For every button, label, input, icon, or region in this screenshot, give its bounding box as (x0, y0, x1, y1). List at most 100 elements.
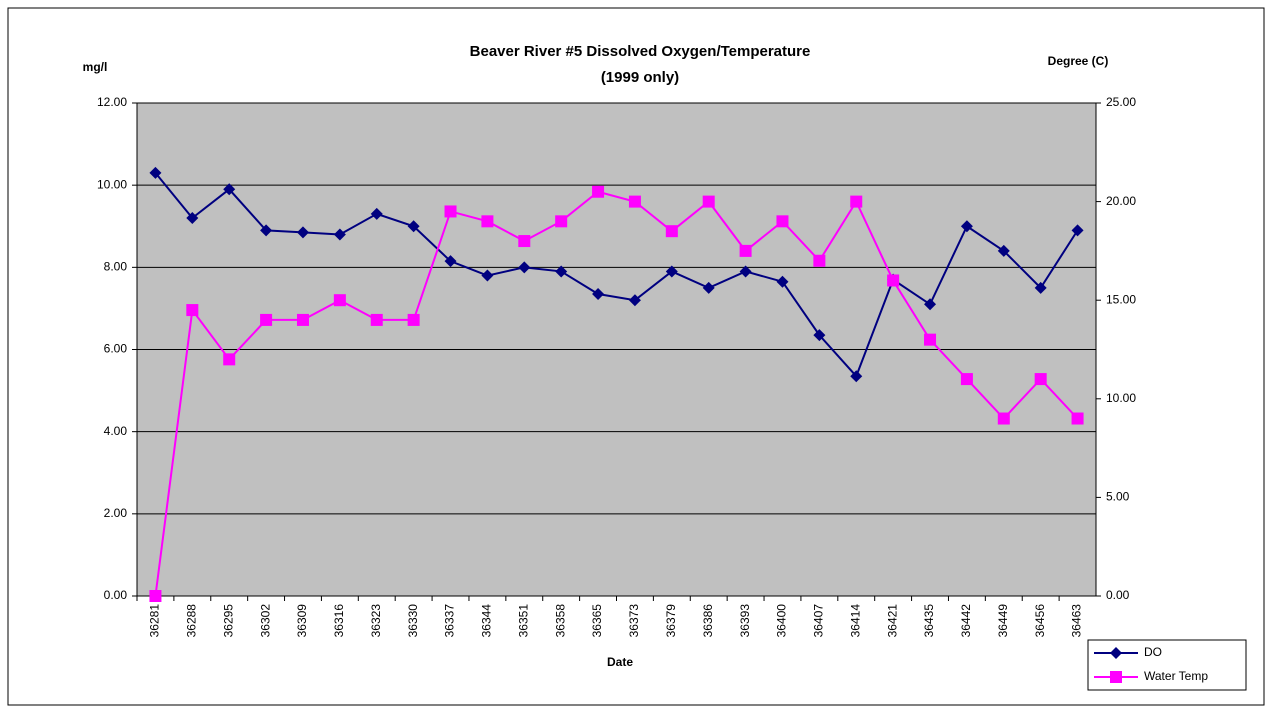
chart-subtitle: (1999 only) (601, 69, 679, 86)
data-point (850, 370, 863, 383)
data-point (149, 166, 162, 179)
data-point (850, 195, 863, 208)
legend-label: Water Temp (1144, 669, 1208, 683)
x-tick-label: 36351 (516, 604, 530, 638)
data-point (887, 274, 900, 287)
data-point (223, 353, 236, 366)
data-point (702, 281, 715, 294)
x-tick-label: 36400 (775, 604, 789, 638)
y-tick-label: 12.00 (97, 95, 127, 109)
x-tick-label: 36463 (1070, 604, 1084, 638)
data-point (776, 215, 789, 228)
x-tick-label: 36344 (480, 604, 494, 638)
x-axis-label: Date (607, 655, 633, 669)
y-tick-label: 6.00 (104, 342, 128, 356)
x-tick-label: 36386 (701, 604, 715, 638)
legend-marker (1110, 647, 1122, 659)
x-tick-label: 36373 (627, 604, 641, 638)
data-point (518, 235, 531, 248)
x-tick-label: 36358 (553, 604, 567, 638)
data-point (223, 183, 236, 196)
x-tick-label: 36288 (184, 604, 198, 638)
x-tick-label: 36365 (590, 604, 604, 638)
chart-title: Beaver River #5 Dissolved Oxygen/Tempera… (470, 43, 811, 60)
data-point (813, 329, 826, 342)
data-point (333, 228, 346, 241)
data-point (407, 220, 420, 233)
x-tick-label: 36330 (406, 604, 420, 638)
x-tick-label: 36393 (738, 604, 752, 638)
data-point (628, 294, 641, 307)
data-point (149, 590, 162, 602)
y2-tick-label: 25.00 (1106, 95, 1136, 109)
data-point (518, 261, 531, 274)
x-tick-label: 36456 (1033, 604, 1047, 638)
x-tick-label: 36442 (959, 604, 973, 638)
data-point (592, 288, 605, 301)
data-point (370, 313, 383, 326)
data-point (296, 226, 309, 239)
data-point (960, 220, 973, 233)
x-tick-label: 36337 (443, 604, 457, 638)
data-point (260, 224, 273, 237)
data-point (776, 275, 789, 288)
y2-tick-label: 0.00 (1106, 588, 1130, 602)
y2-tick-label: 20.00 (1106, 194, 1136, 208)
legend-label: DO (1144, 645, 1162, 659)
x-tick-label: 36323 (369, 604, 383, 638)
x-tick-label: 36281 (148, 604, 162, 638)
data-point (260, 313, 273, 326)
data-point (333, 294, 346, 307)
x-tick-label: 36449 (996, 604, 1010, 638)
data-point (924, 333, 937, 346)
y-tick-label: 4.00 (104, 424, 128, 438)
y2-tick-label: 15.00 (1106, 292, 1136, 306)
y-tick-label: 10.00 (97, 177, 127, 191)
x-tick-label: 36407 (812, 604, 826, 638)
y-tick-label: 0.00 (104, 588, 128, 602)
data-point (444, 255, 457, 268)
data-point (1071, 412, 1084, 425)
x-tick-label: 36414 (848, 604, 862, 638)
data-point (296, 313, 309, 326)
data-point (555, 215, 568, 228)
y-tick-label: 8.00 (104, 260, 128, 274)
data-point (444, 205, 457, 218)
series-line (154, 172, 1079, 379)
data-point (960, 373, 973, 386)
x-tick-label: 36295 (221, 604, 235, 638)
y-axis-label: mg/l (83, 60, 108, 74)
x-tick-label: 36316 (332, 604, 346, 638)
y2-tick-label: 5.00 (1106, 490, 1130, 504)
data-point (1071, 224, 1084, 237)
data-point (665, 225, 678, 238)
data-point (702, 195, 715, 208)
data-point (1034, 281, 1047, 294)
data-point (813, 254, 826, 267)
data-point (997, 412, 1010, 425)
data-point (370, 207, 383, 220)
data-point (628, 195, 641, 208)
data-point (665, 265, 678, 278)
y-tick-label: 2.00 (104, 506, 128, 520)
data-point (481, 215, 494, 228)
data-point (739, 244, 752, 257)
x-tick-label: 36302 (258, 604, 272, 638)
data-point (407, 313, 420, 326)
data-point (1034, 373, 1047, 386)
data-point (739, 265, 752, 278)
data-point (997, 244, 1010, 257)
data-point (555, 265, 568, 278)
y2-axis-label: Degree (C) (1048, 54, 1109, 68)
x-tick-label: 36421 (885, 604, 899, 638)
legend-marker (1110, 671, 1122, 683)
data-point (592, 185, 605, 198)
data-point (186, 212, 199, 225)
x-tick-label: 36435 (922, 604, 936, 638)
data-point (186, 304, 199, 317)
series-line (154, 190, 1079, 597)
x-tick-label: 36309 (295, 604, 309, 638)
x-tick-label: 36379 (664, 604, 678, 638)
data-point (924, 298, 937, 311)
